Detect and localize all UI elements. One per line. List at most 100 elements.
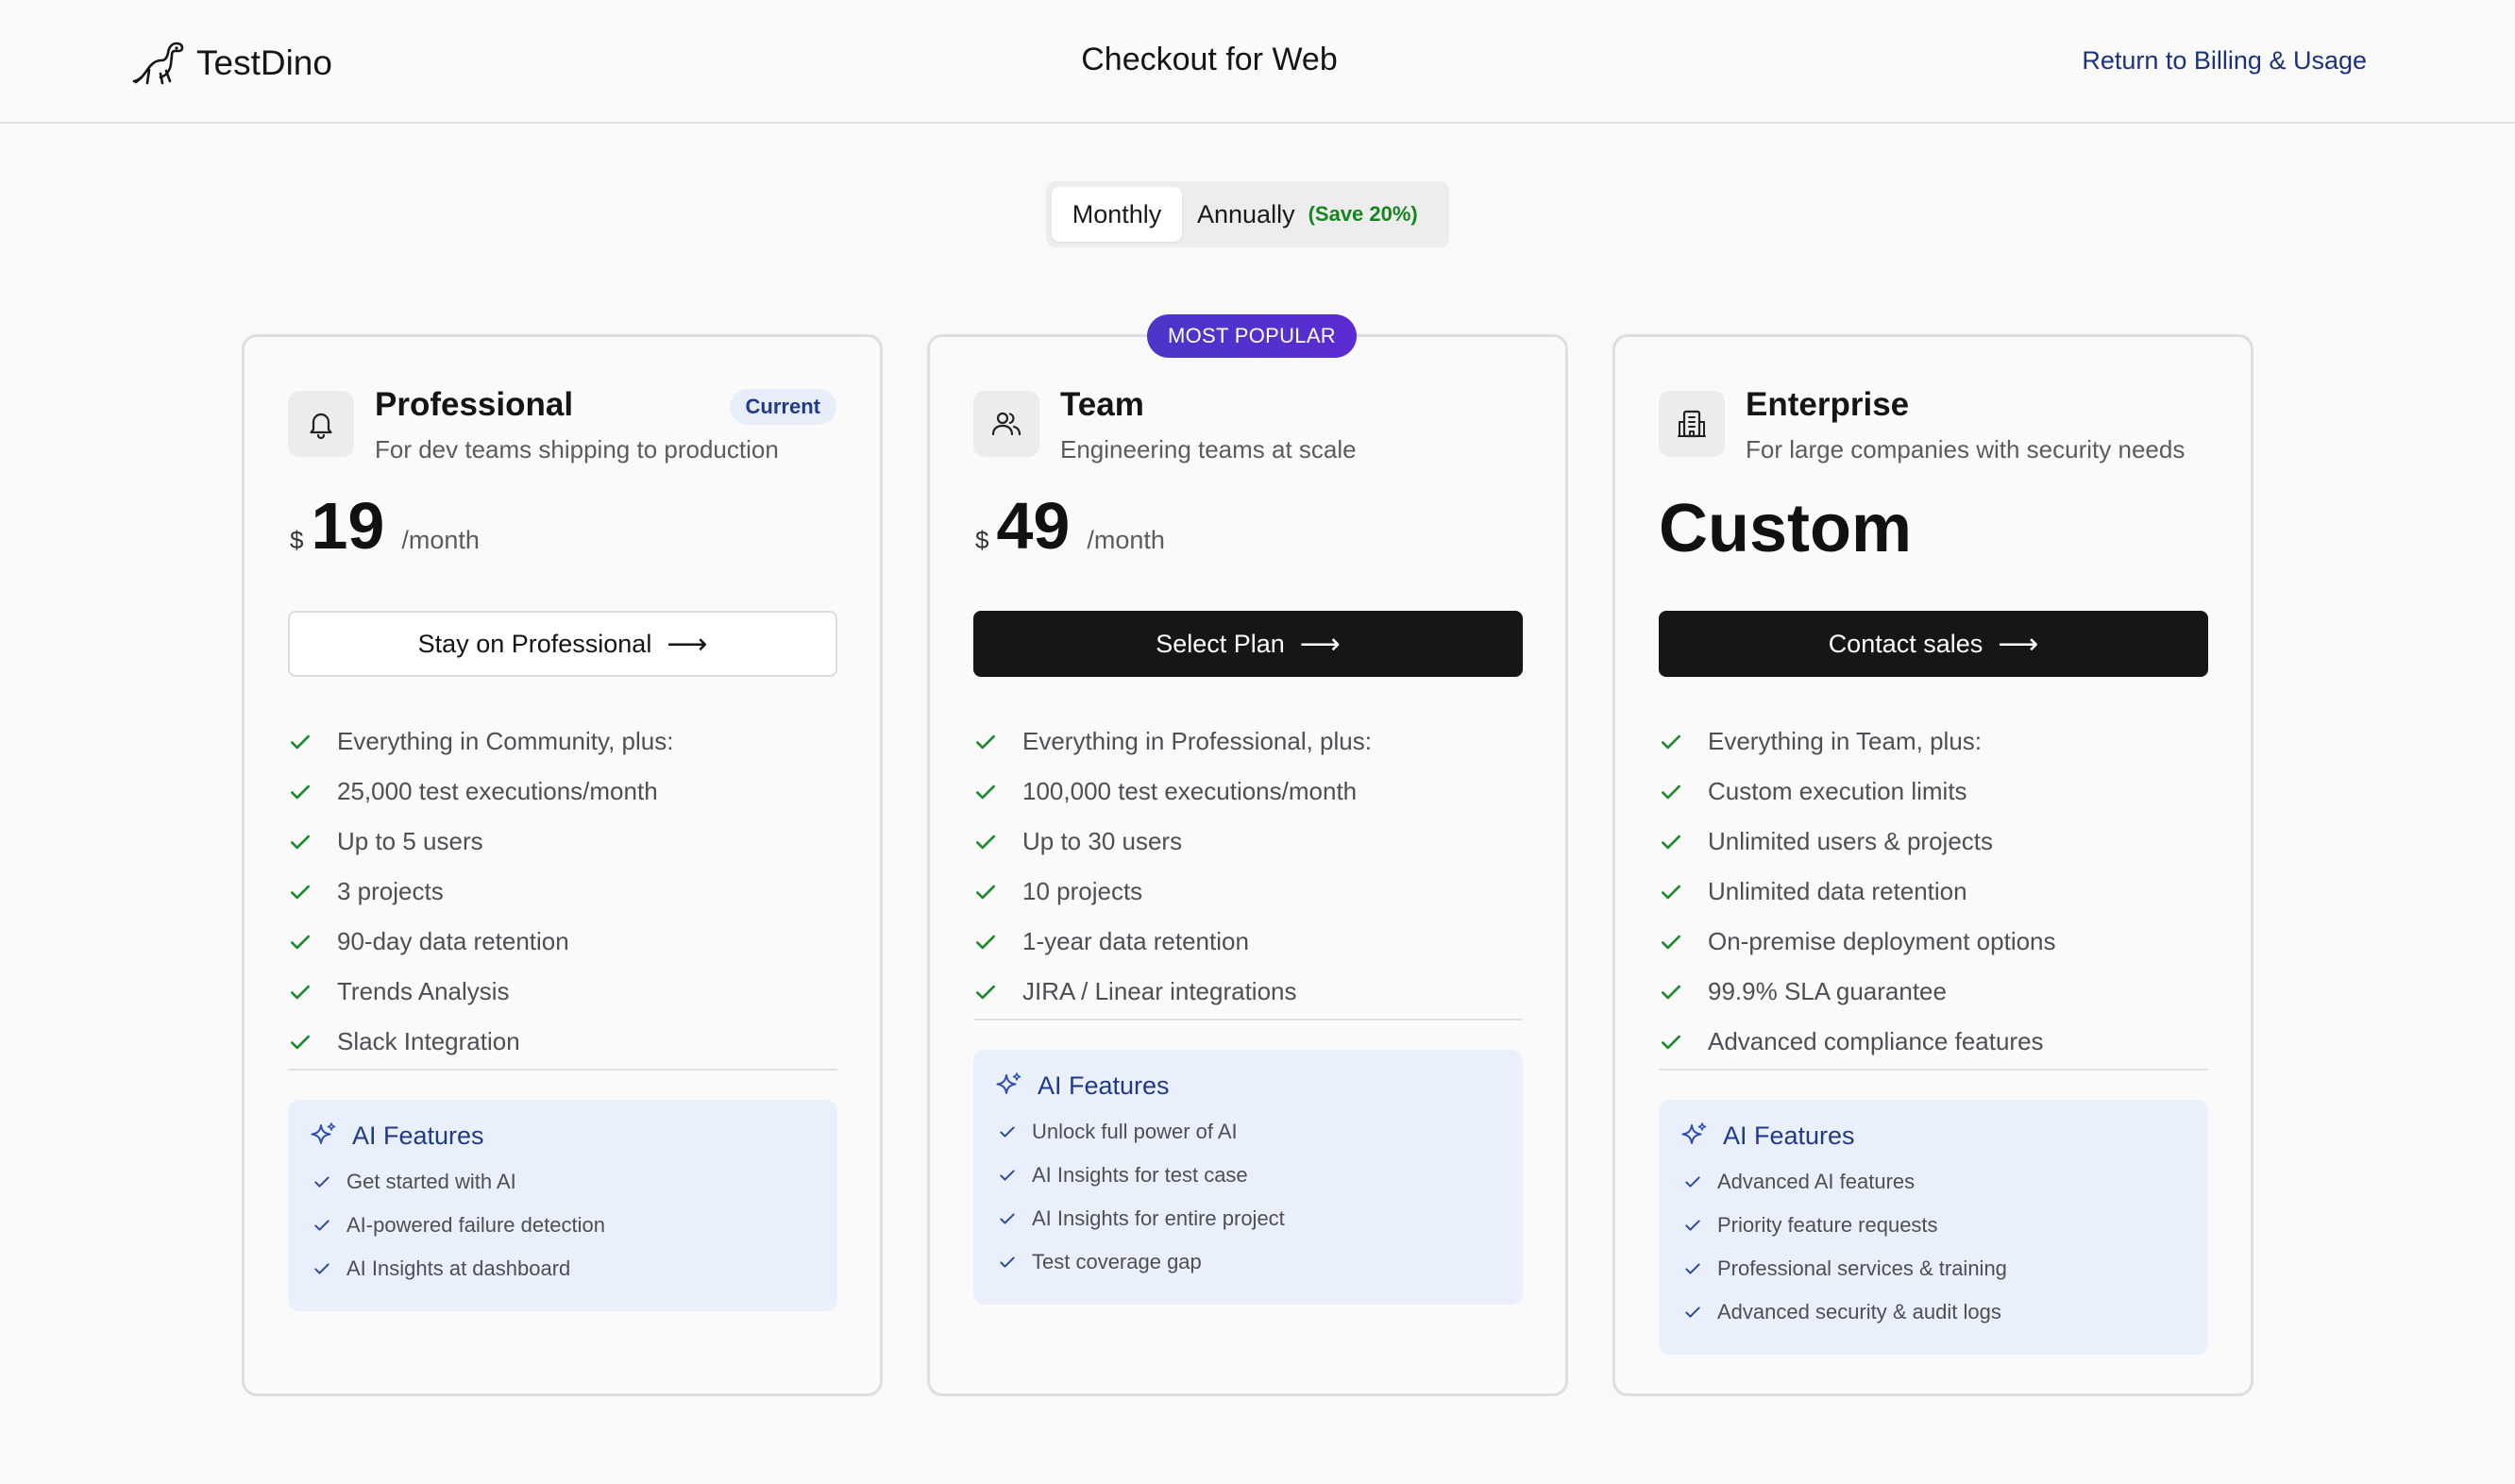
list-item: Unlimited users & projects xyxy=(1659,817,2208,867)
price-currency: $ xyxy=(975,526,989,554)
list-item: Up to 5 users xyxy=(288,817,837,867)
list-item: Get started with AI xyxy=(309,1160,817,1204)
check-icon xyxy=(1659,980,1683,1004)
check-icon xyxy=(1659,1030,1683,1054)
select-plan-button[interactable]: Select Plan ⟶ xyxy=(973,611,1523,677)
brand-name: TestDino xyxy=(196,42,332,82)
dino-logo-icon xyxy=(128,32,187,93)
list-item: 25,000 test executions/month xyxy=(288,767,837,817)
list-item: Test coverage gap xyxy=(994,1240,1502,1284)
feature-list: Everything in Community, plus: 25,000 te… xyxy=(288,717,837,1067)
contact-sales-button[interactable]: Contact sales ⟶ xyxy=(1659,611,2208,677)
list-item: Trends Analysis xyxy=(288,967,837,1017)
ai-features-title: AI Features xyxy=(994,1071,1502,1101)
check-icon xyxy=(998,1253,1017,1272)
check-icon xyxy=(1659,880,1683,904)
building-icon xyxy=(1659,391,1725,457)
ai-features-box: AI Features Unlock full power of AI AI I… xyxy=(973,1050,1523,1305)
price-amount: 19 xyxy=(311,489,385,563)
list-item: Unlimited data retention xyxy=(1659,867,2208,917)
ai-feature-list: Unlock full power of AI AI Insights for … xyxy=(994,1110,1502,1284)
list-item: JIRA / Linear integrations xyxy=(973,967,1523,1017)
check-icon xyxy=(1683,1216,1702,1235)
list-item: Up to 30 users xyxy=(973,817,1523,867)
annually-option[interactable]: Annually (Save 20%) xyxy=(1182,187,1418,242)
list-item: On-premise deployment options xyxy=(1659,917,2208,967)
plan-name: Team xyxy=(1060,386,1144,423)
check-icon xyxy=(973,780,998,804)
price-currency: $ xyxy=(290,526,304,554)
arrow-right-icon: ⟶ xyxy=(1299,628,1341,660)
list-item: Advanced compliance features xyxy=(1659,1017,2208,1067)
check-icon xyxy=(973,730,998,754)
plan-price: $ 49 /month xyxy=(975,488,1165,564)
list-item: Custom execution limits xyxy=(1659,767,2208,817)
price-amount: 49 xyxy=(996,489,1071,563)
arrow-right-icon: ⟶ xyxy=(1998,628,2039,660)
brand-logo[interactable]: TestDino xyxy=(128,32,332,93)
plan-name: Professional xyxy=(375,386,574,423)
list-item: 1-year data retention xyxy=(973,917,1523,967)
check-icon xyxy=(1683,1303,1702,1322)
feature-list: Everything in Professional, plus: 100,00… xyxy=(973,717,1523,1017)
ai-feature-list: Get started with AI AI-powered failure d… xyxy=(309,1160,817,1290)
ai-features-box: AI Features Get started with AI AI-power… xyxy=(288,1100,837,1311)
sparkle-icon xyxy=(309,1121,339,1151)
sparkle-icon xyxy=(1679,1121,1710,1151)
stay-on-professional-button[interactable]: Stay on Professional ⟶ xyxy=(288,611,837,677)
check-icon xyxy=(1659,730,1683,754)
check-icon xyxy=(998,1166,1017,1185)
check-icon xyxy=(312,1216,331,1235)
check-icon xyxy=(288,1030,312,1054)
price-period: /month xyxy=(1087,526,1165,554)
return-to-billing-link[interactable]: Return to Billing & Usage xyxy=(2082,46,2367,75)
check-icon xyxy=(1683,1172,1702,1191)
check-icon xyxy=(288,980,312,1004)
top-header: TestDino Checkout for Web Return to Bill… xyxy=(0,0,2515,124)
monthly-option[interactable]: Monthly xyxy=(1052,187,1182,242)
save-percentage-tag: (Save 20%) xyxy=(1308,202,1418,226)
check-icon xyxy=(288,830,312,854)
check-icon xyxy=(288,880,312,904)
plan-description: For large companies with security needs xyxy=(1746,435,2186,464)
list-item: Everything in Community, plus: xyxy=(288,717,837,767)
ai-features-title: AI Features xyxy=(309,1121,817,1151)
check-icon xyxy=(288,730,312,754)
current-plan-badge: Current xyxy=(729,389,836,425)
list-item: AI Insights at dashboard xyxy=(309,1247,817,1290)
list-item: Everything in Professional, plus: xyxy=(973,717,1523,767)
list-item: AI Insights for test case xyxy=(994,1154,1502,1197)
list-item: AI Insights for entire project xyxy=(994,1197,1502,1240)
check-icon xyxy=(312,1172,331,1191)
sparkle-icon xyxy=(994,1071,1024,1101)
price-period: /month xyxy=(401,526,480,554)
list-item: 10 projects xyxy=(973,867,1523,917)
button-label: Select Plan xyxy=(1156,629,1285,658)
check-icon xyxy=(312,1259,331,1278)
arrow-right-icon: ⟶ xyxy=(667,628,708,660)
list-item: 100,000 test executions/month xyxy=(973,767,1523,817)
check-icon xyxy=(288,780,312,804)
list-item: Advanced security & audit logs xyxy=(1679,1290,2187,1334)
feature-list: Everything in Team, plus: Custom executi… xyxy=(1659,717,2208,1067)
check-icon xyxy=(1659,830,1683,854)
ai-features-title: AI Features xyxy=(1679,1121,2187,1151)
annually-label: Annually xyxy=(1197,199,1295,228)
plan-card-enterprise: Enterprise For large companies with secu… xyxy=(1612,334,2253,1396)
check-icon xyxy=(288,930,312,954)
list-item: Unlock full power of AI xyxy=(994,1110,1502,1154)
list-item: 90-day data retention xyxy=(288,917,837,967)
plan-card-professional: Professional For dev teams shipping to p… xyxy=(242,334,883,1396)
check-icon xyxy=(973,830,998,854)
check-icon xyxy=(1683,1259,1702,1278)
button-label: Stay on Professional xyxy=(417,629,652,658)
check-icon xyxy=(973,980,998,1004)
list-item: Professional services & training xyxy=(1679,1247,2187,1290)
plan-card-team: MOST POPULAR Team Engineering teams at s… xyxy=(927,314,1568,1396)
check-icon xyxy=(1659,930,1683,954)
check-icon xyxy=(973,930,998,954)
list-item: 99.9% SLA guarantee xyxy=(1659,967,2208,1017)
ai-feature-list: Advanced AI features Priority feature re… xyxy=(1679,1160,2187,1334)
list-item: 3 projects xyxy=(288,867,837,917)
page-title: Checkout for Web xyxy=(1081,42,1338,77)
